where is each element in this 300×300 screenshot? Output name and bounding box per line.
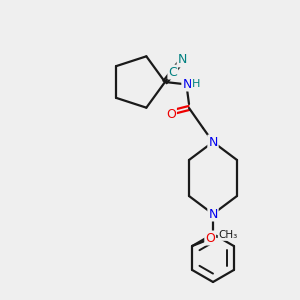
- Text: CH₃: CH₃: [219, 230, 238, 240]
- Text: N: N: [182, 77, 192, 91]
- Text: N: N: [178, 53, 187, 66]
- Text: N: N: [208, 136, 218, 148]
- Text: O: O: [205, 232, 215, 244]
- Text: C: C: [168, 66, 177, 79]
- Text: H: H: [192, 79, 200, 89]
- Text: N: N: [208, 208, 218, 220]
- Text: O: O: [166, 107, 176, 121]
